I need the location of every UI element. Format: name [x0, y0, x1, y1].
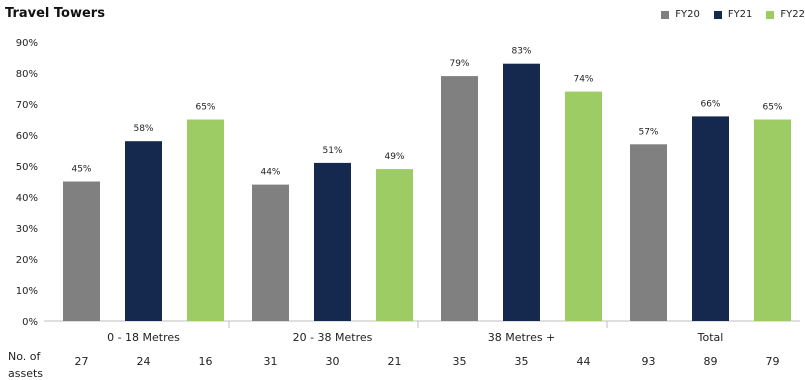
legend: FY20 FY21 FY22 — [661, 9, 805, 20]
legend-item: FY21 — [713, 9, 753, 20]
legend-label: FY22 — [780, 9, 805, 20]
chart-title: Travel Towers — [5, 6, 105, 21]
legend-item: FY20 — [661, 9, 700, 20]
asset-count: 24 — [137, 355, 151, 368]
y-tick-label: 60% — [16, 131, 38, 142]
legend-swatch — [766, 10, 775, 19]
category-label: 0 - 18 Metres — [107, 331, 180, 344]
legend-label: FY21 — [727, 9, 753, 20]
y-tick-label: 20% — [16, 255, 38, 266]
bar — [565, 91, 602, 321]
asset-count: 35 — [515, 355, 529, 368]
data-label: 51% — [322, 146, 342, 156]
asset-count: 30 — [326, 355, 340, 368]
asset-count: 21 — [388, 355, 402, 368]
bar — [252, 184, 289, 321]
y-tick-label: 80% — [16, 69, 38, 80]
asset-count: 35 — [453, 355, 467, 368]
data-label: 79% — [449, 59, 469, 69]
data-label: 45% — [71, 165, 91, 175]
data-label: 83% — [511, 47, 531, 57]
bar — [503, 63, 540, 321]
asset-count: 16 — [199, 355, 213, 368]
count-row-label: assets — [8, 367, 43, 380]
asset-count: 79 — [766, 355, 780, 368]
y-tick-label: 50% — [16, 162, 38, 173]
category-label: 20 - 38 Metres — [293, 331, 373, 344]
legend-item: FY22 — [766, 9, 805, 20]
legend-label: FY20 — [675, 9, 700, 20]
bar — [754, 119, 791, 321]
count-row-label: No. of — [8, 350, 41, 363]
data-label: 65% — [762, 103, 782, 113]
data-label: 66% — [700, 99, 720, 109]
asset-count: 27 — [75, 355, 89, 368]
data-label: 44% — [260, 168, 280, 178]
bar — [441, 76, 478, 321]
y-tick-label: 30% — [16, 224, 38, 235]
y-tick-label: 90% — [16, 38, 38, 49]
legend-swatch — [713, 10, 722, 19]
bar — [630, 144, 667, 321]
category-label: 38 Metres + — [488, 331, 556, 344]
bar — [63, 181, 100, 321]
bar — [187, 119, 224, 321]
bar — [125, 141, 162, 321]
y-tick-label: 70% — [16, 100, 38, 111]
data-label: 58% — [133, 124, 153, 134]
data-label: 49% — [384, 152, 404, 162]
asset-count: 89 — [704, 355, 718, 368]
y-tick-label: 40% — [16, 193, 38, 204]
bar — [314, 162, 351, 321]
legend-swatch — [661, 10, 670, 19]
bar — [692, 116, 729, 322]
asset-count: 31 — [264, 355, 278, 368]
y-tick-label: 0% — [22, 317, 38, 328]
asset-count: 44 — [577, 355, 591, 368]
data-label: 57% — [638, 127, 658, 137]
category-label: Total — [697, 331, 724, 344]
data-label: 65% — [195, 103, 215, 113]
bar — [376, 169, 413, 321]
data-label: 74% — [573, 75, 593, 85]
asset-count: 93 — [642, 355, 656, 368]
y-tick-label: 10% — [16, 286, 38, 297]
